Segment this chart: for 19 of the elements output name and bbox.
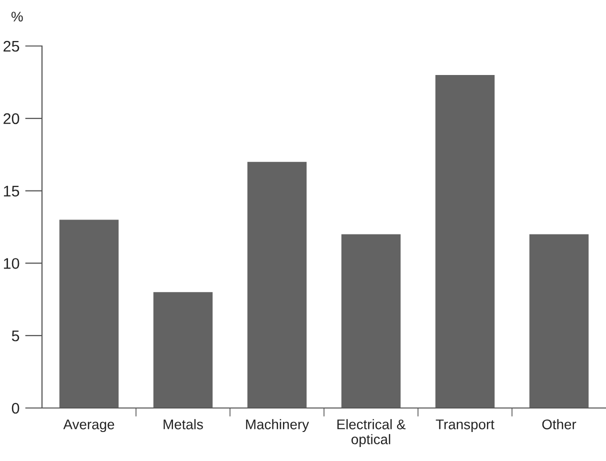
y-tick-label: 5 (12, 330, 20, 342)
bar (435, 74, 495, 408)
y-tick-label: 10 (4, 258, 20, 269)
bar (153, 292, 213, 408)
x-tick-label: Metals (164, 419, 203, 430)
x-tick-label: Electrical & optical (337, 419, 406, 448)
bar (247, 162, 307, 408)
x-tick-label: Transport (436, 420, 494, 432)
y-tick-label: 20 (4, 113, 20, 124)
x-tick-label: Average (63, 420, 114, 432)
bar (529, 234, 589, 408)
y-tick-label: 15 (4, 186, 20, 196)
y-tick-label: 0 (12, 402, 20, 414)
x-tick-label: Other (542, 419, 576, 430)
bar (59, 220, 119, 408)
x-tick-label: Machinery (246, 419, 310, 432)
bar (341, 234, 401, 408)
y-tick-label: 25 (4, 40, 20, 52)
y-axis-title: % (11, 12, 23, 22)
